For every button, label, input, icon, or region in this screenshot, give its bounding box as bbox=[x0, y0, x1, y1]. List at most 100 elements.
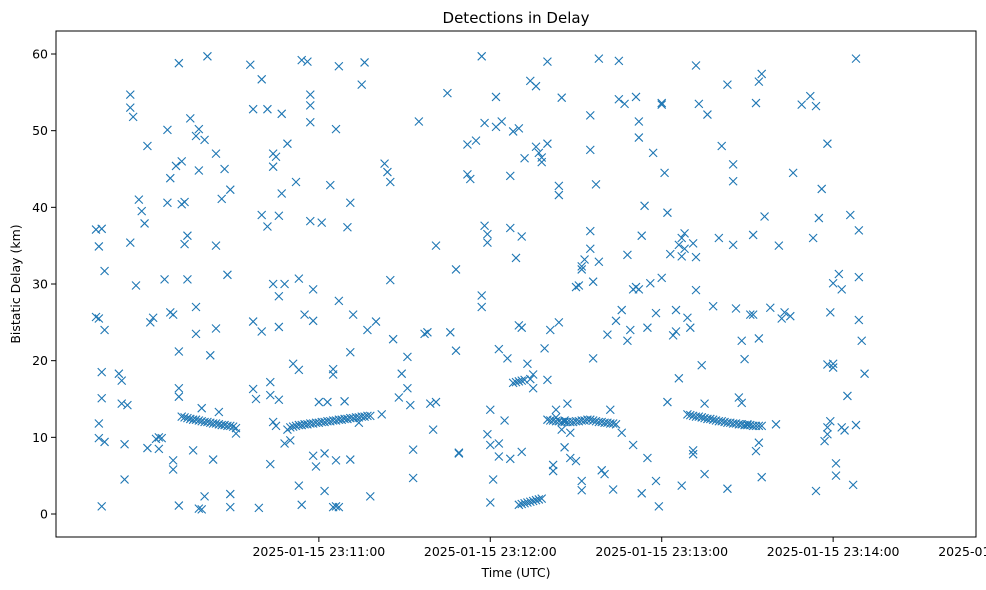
data-point bbox=[588, 277, 598, 287]
data-point bbox=[120, 439, 129, 449]
data-point bbox=[688, 238, 698, 248]
data-point bbox=[274, 322, 284, 332]
data-point bbox=[517, 376, 527, 385]
data-point bbox=[268, 279, 278, 289]
data-point bbox=[517, 447, 527, 457]
data-point bbox=[125, 90, 135, 100]
data-point bbox=[291, 177, 301, 187]
data-point bbox=[680, 244, 689, 254]
data-point bbox=[277, 189, 287, 198]
data-point bbox=[668, 330, 678, 340]
data-point bbox=[771, 419, 781, 429]
data-point bbox=[657, 98, 667, 108]
data-point bbox=[514, 376, 524, 386]
data-point bbox=[854, 225, 864, 235]
data-point bbox=[263, 222, 272, 231]
data-point bbox=[203, 51, 212, 61]
data-point bbox=[823, 422, 832, 432]
data-point bbox=[357, 80, 367, 90]
data-point bbox=[134, 195, 144, 205]
data-point bbox=[248, 104, 258, 114]
data-point bbox=[777, 314, 787, 323]
data-point bbox=[811, 486, 821, 496]
data-point bbox=[574, 281, 584, 290]
data-point bbox=[203, 417, 212, 427]
data-point bbox=[431, 241, 441, 251]
y-tick-label: 30 bbox=[32, 277, 48, 292]
data-point bbox=[691, 285, 701, 295]
data-point bbox=[408, 445, 418, 454]
x-tick-label: 2025-01-15 23:11:00 bbox=[252, 544, 385, 559]
data-point bbox=[268, 417, 278, 427]
data-point bbox=[571, 456, 581, 466]
data-point bbox=[345, 347, 355, 357]
x-axis-title: Time (UTC) bbox=[480, 565, 550, 580]
data-point bbox=[211, 149, 221, 159]
data-point bbox=[183, 413, 192, 423]
data-point bbox=[145, 317, 155, 327]
data-point bbox=[148, 313, 158, 323]
data-point bbox=[514, 123, 524, 133]
data-point bbox=[663, 208, 672, 218]
data-point bbox=[831, 471, 841, 481]
x-tick-label: 2025-01-15 23:14:00 bbox=[767, 544, 900, 559]
data-point bbox=[543, 57, 552, 67]
data-point bbox=[265, 377, 275, 387]
data-point bbox=[477, 291, 487, 300]
data-point bbox=[165, 173, 175, 183]
data-point bbox=[294, 481, 304, 491]
data-point bbox=[500, 416, 509, 425]
data-point bbox=[577, 485, 587, 495]
data-point bbox=[754, 334, 764, 343]
data-point bbox=[191, 302, 201, 312]
data-point bbox=[463, 140, 472, 149]
data-point bbox=[808, 233, 818, 243]
data-point bbox=[300, 310, 309, 320]
data-point bbox=[265, 459, 275, 469]
data-point bbox=[551, 405, 561, 415]
data-point bbox=[451, 265, 461, 274]
data-point bbox=[363, 411, 372, 421]
data-point bbox=[263, 104, 272, 114]
data-point bbox=[480, 221, 489, 231]
data-point bbox=[751, 446, 761, 456]
data-point bbox=[665, 249, 675, 259]
data-point bbox=[528, 383, 538, 393]
data-point bbox=[565, 428, 575, 438]
data-point bbox=[577, 476, 587, 486]
data-point bbox=[511, 253, 521, 263]
data-point bbox=[200, 135, 209, 145]
data-point bbox=[537, 494, 547, 504]
data-point bbox=[365, 411, 375, 421]
data-point bbox=[197, 403, 207, 413]
data-point bbox=[191, 329, 201, 339]
data-point bbox=[365, 491, 375, 501]
data-point bbox=[414, 117, 424, 126]
data-point bbox=[703, 110, 712, 119]
data-point bbox=[837, 284, 847, 294]
data-point bbox=[483, 229, 492, 239]
data-point bbox=[225, 489, 235, 499]
data-point bbox=[588, 416, 598, 425]
data-point bbox=[623, 250, 632, 260]
data-point bbox=[554, 317, 564, 327]
data-point bbox=[325, 180, 335, 190]
data-point bbox=[211, 241, 221, 251]
data-point bbox=[397, 369, 407, 379]
data-point bbox=[600, 469, 609, 479]
data-point bbox=[211, 419, 221, 428]
data-point bbox=[188, 445, 198, 455]
data-point bbox=[817, 184, 827, 194]
data-point bbox=[334, 502, 344, 512]
data-point bbox=[403, 352, 412, 362]
data-point bbox=[700, 399, 709, 408]
data-point bbox=[480, 118, 489, 128]
data-point bbox=[545, 325, 555, 335]
data-point bbox=[363, 325, 372, 335]
data-point bbox=[537, 157, 547, 167]
data-point bbox=[534, 148, 544, 158]
data-point bbox=[194, 416, 204, 425]
data-point bbox=[208, 455, 218, 464]
data-point bbox=[477, 302, 487, 312]
data-point bbox=[691, 252, 701, 262]
